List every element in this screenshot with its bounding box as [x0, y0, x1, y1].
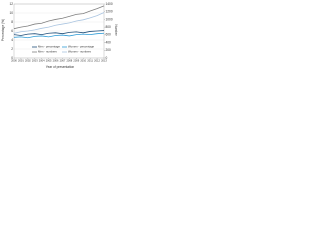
- y-tick-label: 6: [11, 29, 13, 33]
- x-tick-label: 2003: [32, 59, 38, 63]
- x-tick-label: 2012: [94, 59, 100, 63]
- x-tick-label: 2013: [101, 59, 107, 63]
- y2-tick-label: 1000: [106, 17, 113, 21]
- x-tick-label: 2008: [66, 59, 72, 63]
- x-tick-label: 2005: [46, 59, 52, 63]
- line: [13, 30, 105, 36]
- x-tick-label: 2007: [60, 59, 66, 63]
- y2-tick-label: 600: [106, 33, 112, 37]
- x-tick-label: 2010: [80, 59, 86, 63]
- page: {"chart_data":{"type":"line","x_label":"…: [0, 0, 119, 80]
- line: [13, 32, 105, 39]
- y-tick-label: 0: [11, 56, 13, 60]
- chart: Percentage (%) Number Year of presentati…: [1, 2, 118, 69]
- legend-label: Men - percentage: [38, 45, 60, 49]
- x-tick-label: 2011: [87, 59, 93, 63]
- y2-tick-label: 0: [106, 56, 108, 60]
- y2-tick-label: 1400: [106, 2, 113, 6]
- line: [13, 5, 105, 30]
- y-tick-label: 10: [9, 11, 13, 15]
- legend-label: Women - percentage: [68, 45, 95, 49]
- y2-tick-label: 400: [106, 40, 112, 44]
- y-tick-label: 4: [11, 38, 13, 42]
- y2-tick-label: 1200: [106, 10, 113, 14]
- x-tick-label: 2004: [39, 59, 45, 63]
- y2-axis-title: Number: [114, 24, 118, 36]
- x-axis-title: Year of presentation: [46, 65, 75, 69]
- x-tick-label: 2006: [53, 59, 59, 63]
- y-tick-label: 12: [9, 2, 13, 6]
- y2-tick-label: 200: [106, 48, 112, 52]
- y2-tick-label: 800: [106, 25, 112, 29]
- line: [13, 12, 105, 34]
- plot-frame: [13, 3, 105, 59]
- x-tick-label: 2000: [11, 59, 17, 63]
- x-tick-label: 2001: [18, 59, 24, 63]
- y-axis-title: Percentage (%): [1, 19, 5, 41]
- x-tick-label: 2009: [73, 59, 79, 63]
- x-tick-label: 2002: [25, 59, 31, 63]
- legend-label: Women - numbers: [68, 50, 92, 54]
- y-tick-label: 8: [11, 20, 13, 24]
- legend-label: Men - numbers: [38, 50, 57, 54]
- y-tick-label: 2: [11, 47, 13, 51]
